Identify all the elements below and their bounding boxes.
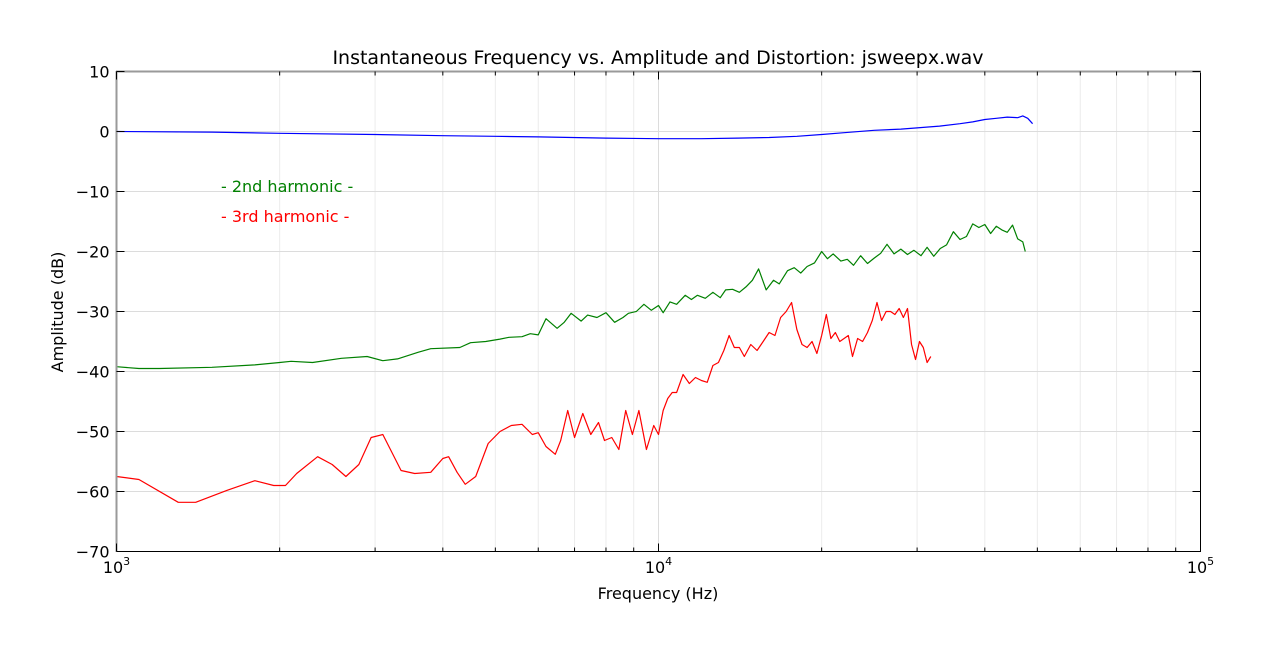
y-tick-label: −60 (76, 483, 110, 502)
x-tick-label: 105 (1187, 555, 1214, 577)
x-tick-label: 103 (103, 555, 130, 577)
series-line-fundamental (116, 115, 1034, 140)
x-axis-label: Frequency (Hz) (598, 584, 719, 603)
ticks (116, 71, 1201, 552)
x-tick-label: 104 (645, 555, 672, 577)
y-tick-label: 10 (89, 63, 109, 82)
series-line-2nd-harmonic (116, 223, 1026, 370)
chart-title: Instantaneous Frequency vs. Amplitude an… (332, 47, 983, 69)
annotation-3rd-harmonic: - 3rd harmonic - (221, 207, 349, 226)
y-tick-label: 0 (99, 123, 109, 142)
grid (116, 71, 1201, 552)
y-tick-label: −70 (76, 543, 110, 562)
y-tick-label: −20 (76, 243, 110, 262)
y-axis-label: Amplitude (dB) (48, 252, 67, 373)
y-tick-label: −30 (76, 303, 110, 322)
y-tick-label: −10 (76, 183, 110, 202)
series-line-3rd-harmonic (116, 301, 932, 503)
series-layer (116, 115, 1034, 503)
y-tick-label: −40 (76, 363, 110, 382)
y-tick-label: −50 (76, 423, 110, 442)
annotation-2nd-harmonic: - 2nd harmonic - (221, 177, 353, 196)
